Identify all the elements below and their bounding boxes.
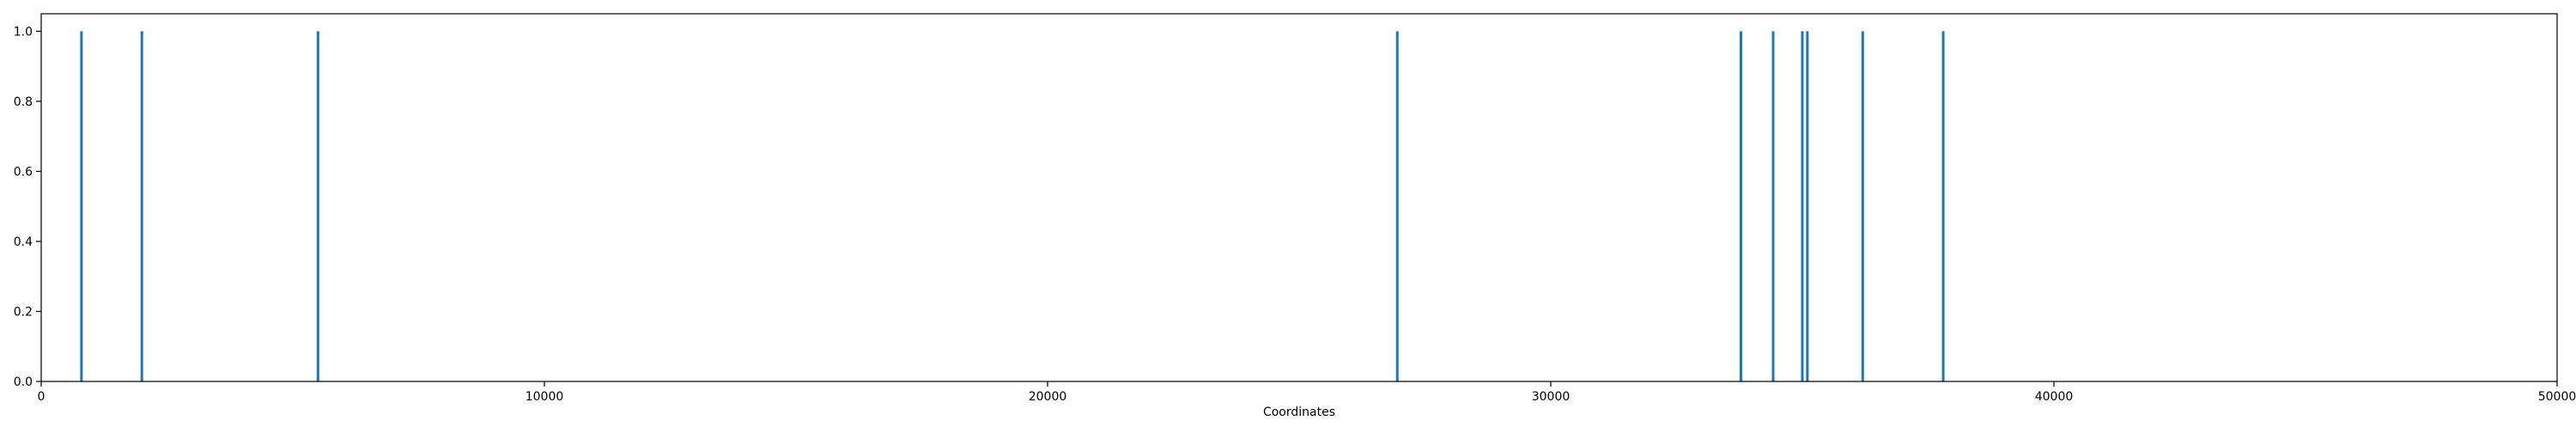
- x-tick-label-0: 0: [38, 390, 46, 404]
- bar-5: [1771, 31, 1775, 381]
- bar-3: [1395, 31, 1399, 381]
- bar-9: [1941, 31, 1945, 381]
- bar-2: [316, 31, 319, 381]
- y-tick-label-2: 0.4: [14, 235, 33, 249]
- bar-8: [1861, 31, 1864, 381]
- bars-layer: [80, 31, 1945, 381]
- plot-area-frame: [40, 13, 2558, 382]
- bar-1: [140, 31, 143, 381]
- bar-4: [1740, 31, 1743, 381]
- y-tick-label-4: 0.8: [14, 95, 33, 109]
- x-axis-ticks: 0 10000 20000 30000 40000 50000: [38, 381, 2576, 404]
- y-tick-label-0: 0.0: [14, 375, 33, 389]
- x-tick-label-3: 30000: [1532, 390, 1571, 404]
- bar-7: [1806, 31, 1809, 381]
- x-tick-label-4: 40000: [2035, 390, 2074, 404]
- axes-layer: [40, 13, 2558, 382]
- y-tick-label-1: 0.2: [14, 305, 33, 319]
- x-axis-label: Coordinates: [1263, 406, 1335, 419]
- bar-0: [80, 31, 83, 381]
- y-axis-ticks: 0.0 0.2 0.4 0.6 0.8 1.0: [14, 25, 41, 389]
- y-tick-label-5: 1.0: [14, 25, 33, 39]
- x-tick-label-2: 20000: [1029, 390, 1067, 404]
- x-tick-label-5: 50000: [2538, 390, 2576, 404]
- bar-6: [1801, 31, 1804, 381]
- x-tick-label-1: 10000: [526, 390, 564, 404]
- y-tick-label-3: 0.6: [14, 165, 33, 179]
